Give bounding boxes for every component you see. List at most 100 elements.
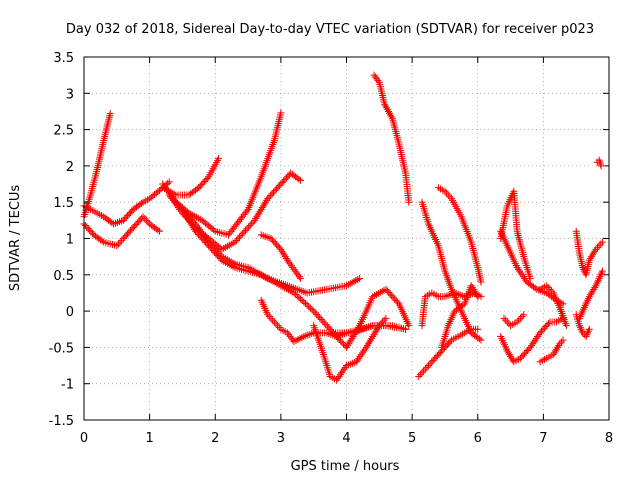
data-point xyxy=(357,351,365,359)
data-point xyxy=(118,236,126,244)
data-point xyxy=(594,278,602,286)
x-tick-label: 8 xyxy=(605,431,613,446)
data-point xyxy=(237,231,245,239)
data-point xyxy=(180,207,188,215)
data-point xyxy=(165,191,173,199)
data-point xyxy=(532,334,540,342)
data-point xyxy=(534,333,542,341)
data-point xyxy=(317,315,325,323)
data-point xyxy=(294,271,302,279)
data-point xyxy=(320,319,328,327)
data-point xyxy=(336,371,344,379)
data-point xyxy=(474,325,482,333)
data-point xyxy=(335,372,343,380)
data-point xyxy=(251,216,259,224)
data-point xyxy=(333,376,341,384)
data-point xyxy=(339,367,347,375)
data-point xyxy=(268,190,276,198)
data-point xyxy=(590,249,598,257)
series-arc-r xyxy=(438,282,482,351)
data-point xyxy=(421,365,429,373)
data-point xyxy=(106,110,114,118)
data-point xyxy=(585,293,593,301)
data-point xyxy=(526,343,534,351)
data-point xyxy=(298,297,306,305)
data-point xyxy=(252,215,260,223)
data-point xyxy=(279,249,287,257)
data-point xyxy=(507,352,515,360)
data-point xyxy=(141,215,149,223)
data-point xyxy=(374,323,382,331)
data-point xyxy=(503,347,511,355)
data-point xyxy=(370,331,378,339)
data-point xyxy=(426,360,434,368)
data-point xyxy=(293,269,301,277)
series-arc-k xyxy=(310,314,390,384)
data-point xyxy=(583,298,591,306)
data-point xyxy=(418,369,426,377)
y-tick-label: 3.5 xyxy=(53,51,74,66)
series-arc-s xyxy=(497,187,534,282)
data-point xyxy=(441,187,449,195)
data-point xyxy=(338,339,346,347)
series-arc-aa xyxy=(572,311,593,341)
data-point xyxy=(504,349,512,357)
data-point xyxy=(594,276,602,284)
data-point xyxy=(513,264,521,272)
y-tick-label: 0 xyxy=(66,305,74,320)
data-point xyxy=(322,321,330,329)
data-point xyxy=(368,334,376,342)
data-point xyxy=(580,265,588,273)
data-point xyxy=(557,338,565,346)
data-point xyxy=(289,264,297,272)
data-point xyxy=(258,204,266,212)
data-point xyxy=(592,245,600,253)
data-point xyxy=(505,320,513,328)
data-point xyxy=(161,184,169,192)
data-point xyxy=(475,335,483,343)
data-point xyxy=(196,232,204,240)
data-point xyxy=(392,297,400,305)
data-point xyxy=(502,316,510,324)
data-point xyxy=(167,193,175,201)
data-point xyxy=(178,205,186,213)
data-point xyxy=(256,207,264,215)
data-point xyxy=(529,340,537,348)
data-point xyxy=(597,162,605,170)
data-point xyxy=(590,285,598,293)
data-point xyxy=(240,228,248,236)
axis-ticks: 0 1 2 3 4 5 6 7 8 -1.5 -1 -0.5 0 0.5 1 1.5 2 2.5 3 3.5 xyxy=(49,51,614,446)
data-point xyxy=(516,267,524,275)
data-point xyxy=(215,155,223,163)
data-point xyxy=(211,248,219,256)
data-point xyxy=(365,338,373,346)
x-tick-label: 4 xyxy=(342,431,350,446)
data-point xyxy=(364,340,372,348)
data-point xyxy=(273,185,280,193)
series-arc-b xyxy=(80,178,173,228)
data-point xyxy=(598,267,606,275)
data-point xyxy=(423,363,431,371)
data-point xyxy=(332,332,340,340)
data-point xyxy=(548,287,556,295)
data-point xyxy=(426,224,434,232)
data-point xyxy=(372,327,380,335)
data-point xyxy=(254,211,262,219)
data-point xyxy=(113,242,121,250)
data-point xyxy=(137,199,145,207)
data-point xyxy=(517,269,525,277)
data-point xyxy=(248,220,256,228)
data-point xyxy=(385,107,392,115)
series-arc-v xyxy=(500,311,528,330)
data-point xyxy=(278,247,286,255)
data-point xyxy=(164,179,172,187)
data-point xyxy=(468,284,476,292)
data-point xyxy=(521,274,529,282)
data-point xyxy=(277,109,285,117)
data-point xyxy=(192,227,200,235)
data-point xyxy=(514,265,522,273)
data-point xyxy=(595,242,603,250)
data-point xyxy=(334,374,342,382)
data-point xyxy=(595,274,603,282)
